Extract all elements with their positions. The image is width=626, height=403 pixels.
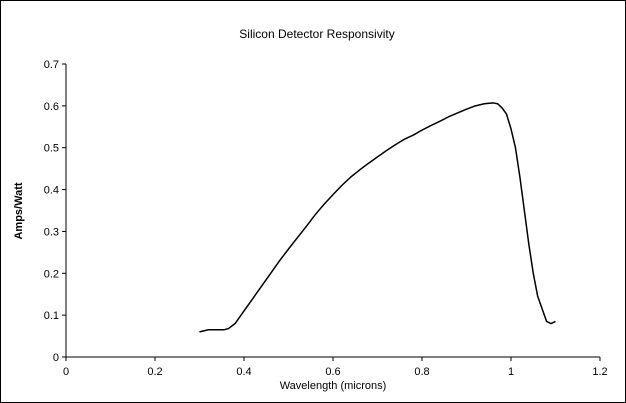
x-tick-label: 0.8 <box>414 366 429 378</box>
y-tick-label: 0.6 <box>44 101 59 113</box>
x-axis-ticks: 0 0.2 0.4 0.6 0.8 1 1.2 <box>63 357 608 378</box>
x-tick-label: 0.6 <box>325 366 340 378</box>
x-tick-label: 1.2 <box>592 366 607 378</box>
y-axis-ticks: 0 0.1 0.2 0.3 0.4 0.5 0.6 0.7 <box>44 59 66 364</box>
x-tick-label: 0.2 <box>147 366 162 378</box>
y-tick-label: 0.5 <box>44 143 59 155</box>
x-tick-label: 0.4 <box>236 366 251 378</box>
y-tick-label: 0 <box>53 352 59 364</box>
x-tick-label: 0 <box>63 366 69 378</box>
responsivity-curve <box>199 102 556 333</box>
y-tick-label: 0.7 <box>44 59 59 71</box>
y-tick-label: 0.2 <box>44 268 59 280</box>
y-axis-label: Amps/Watt <box>13 182 25 239</box>
y-tick-label: 0.3 <box>44 226 59 238</box>
x-tick-label: 1 <box>508 366 514 378</box>
y-tick-label: 0.1 <box>44 310 59 322</box>
x-axis-label: Wavelength (microns) <box>280 380 387 392</box>
chart-title: Silicon Detector Responsivity <box>239 27 394 41</box>
y-tick-label: 0.4 <box>44 185 59 197</box>
